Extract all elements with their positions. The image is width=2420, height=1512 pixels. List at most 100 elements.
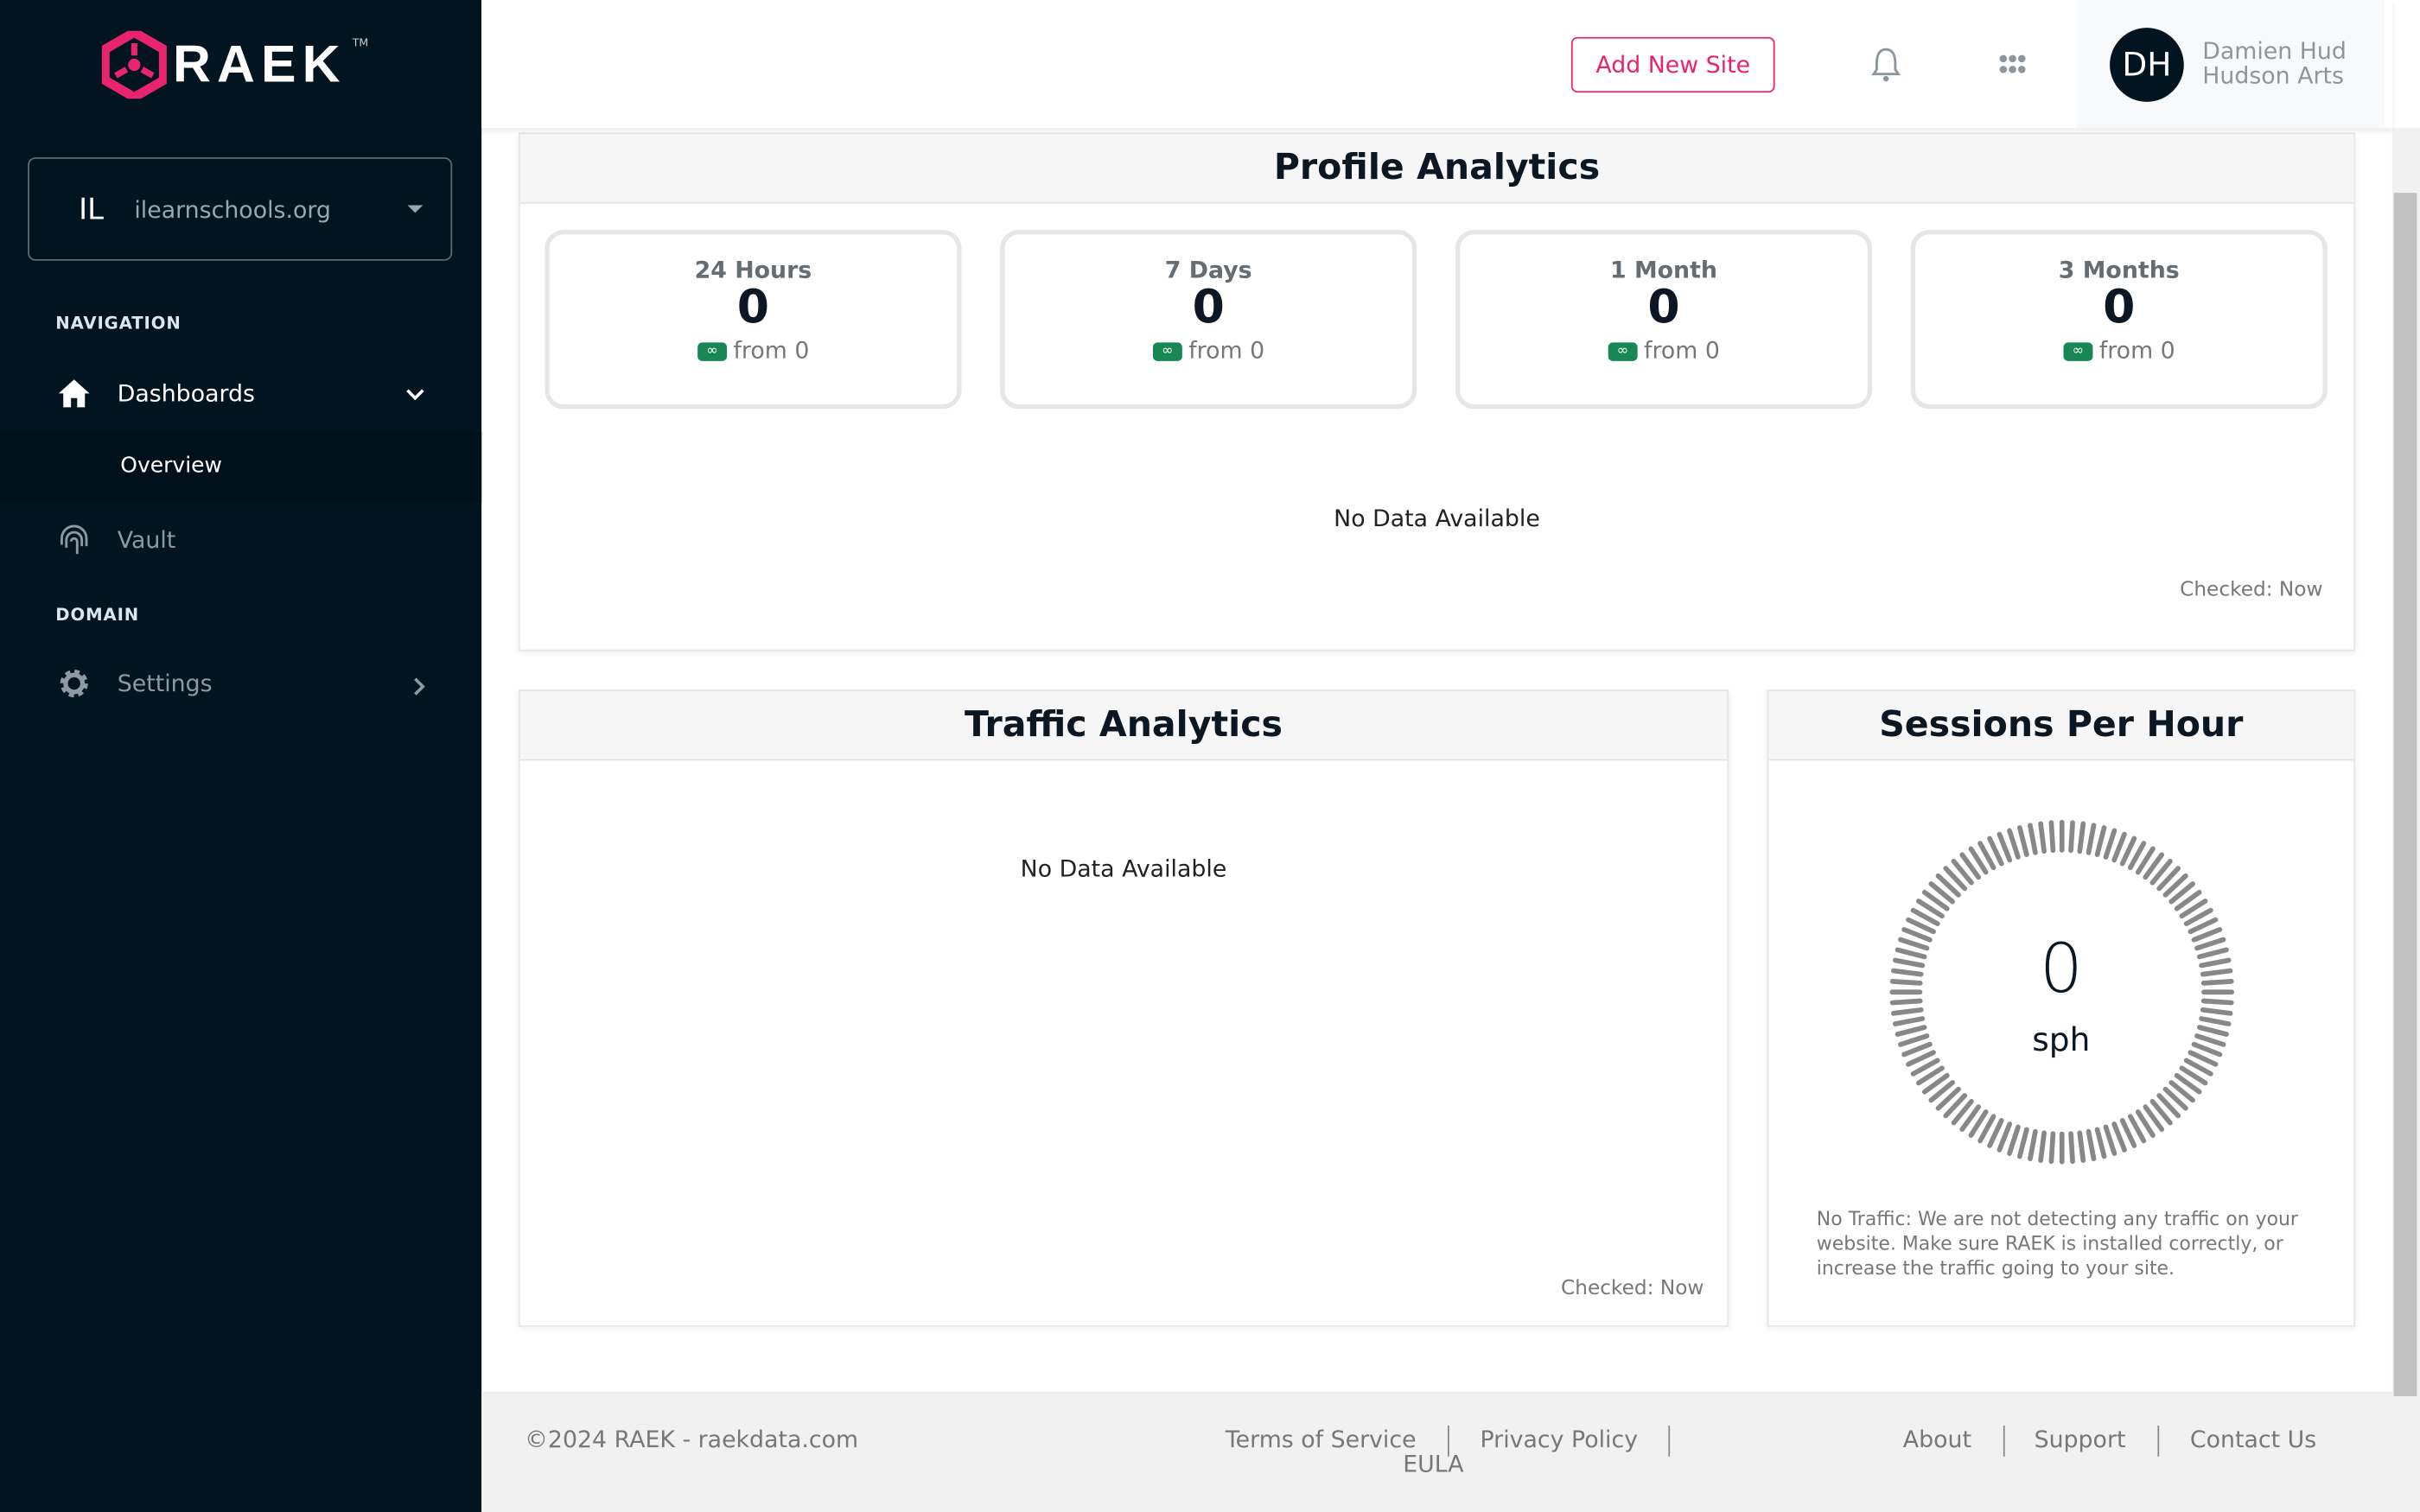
raek-logo-icon — [101, 30, 167, 99]
site-name: ilearnschools.org — [134, 194, 331, 224]
sidebar-item-vault[interactable]: Vault — [0, 503, 481, 577]
bell-icon[interactable] — [1870, 47, 1901, 84]
gauge-tick — [2191, 927, 2223, 943]
gauge-tick — [1901, 927, 1933, 943]
gauge-tick — [2143, 852, 2165, 880]
sessions-gauge — [1889, 819, 2234, 1165]
footer-link-privacy[interactable]: Privacy Policy — [1480, 1425, 1639, 1454]
gauge-tick — [2094, 1127, 2107, 1159]
gauge-tick — [1921, 889, 1950, 912]
gauge-tick — [2038, 821, 2047, 854]
gauge-tick — [2128, 1114, 2147, 1144]
logo[interactable]: RAEK TM — [101, 30, 369, 99]
gauge-tick — [2086, 823, 2097, 855]
stat-box-2: 1 Month 0 ∞ from 0 — [1455, 230, 1873, 410]
sidebar-item-overview[interactable]: Overview — [0, 431, 482, 504]
user-name: Damien Hud — [2202, 36, 2347, 65]
gauge-tick — [2111, 831, 2127, 863]
gauge-tick — [2200, 998, 2234, 1006]
site-abbreviation: IL — [79, 192, 105, 226]
sessions-per-hour-card: Sessions Per Hour 0 sph No Traffic: We a… — [1767, 689, 2355, 1327]
gauge-tick — [2068, 820, 2075, 854]
gauge-tick — [1921, 1072, 1950, 1095]
site-selector[interactable]: IL ilearnschools.org — [28, 157, 453, 261]
scrollbar-thumb[interactable] — [2393, 193, 2417, 1397]
gauge-tick — [2007, 828, 2021, 860]
card-title: Traffic Analytics — [519, 690, 1728, 761]
gauge-tick — [2194, 937, 2226, 951]
stat-box-3: 3 Months 0 ∞ from 0 — [1910, 230, 2328, 410]
navigation-section-label: NAVIGATION — [55, 313, 182, 334]
gauge-tick — [2200, 968, 2233, 977]
scrollbar[interactable] — [2391, 128, 2420, 1512]
gauge-tick — [1943, 866, 1968, 892]
footer-link-terms[interactable]: Terms of Service — [1225, 1425, 1417, 1454]
gauge-tick — [2068, 1131, 2075, 1165]
gauge-tick — [2196, 1025, 2229, 1037]
divider — [1447, 1425, 1449, 1457]
footer-link-about[interactable]: About — [1902, 1425, 1971, 1454]
gauge-tick — [2188, 917, 2219, 935]
stat-value: 0 — [736, 280, 770, 335]
gauge-tick — [1892, 1016, 1926, 1026]
footer-link-contact[interactable]: Contact Us — [2189, 1425, 2317, 1454]
sidebar-item-dashboards[interactable]: Dashboards — [0, 356, 481, 430]
gauge-tick — [2135, 846, 2156, 875]
sidebar-item-label: Overview — [120, 453, 223, 479]
sidebar-item-settings[interactable]: Settings — [0, 646, 481, 721]
gauge-tick — [1906, 1050, 1936, 1067]
brand-name: RAEK — [172, 35, 347, 94]
footer-link-support[interactable]: Support — [2034, 1425, 2126, 1454]
gauge-tick — [2017, 1127, 2029, 1159]
apps-grid-icon[interactable] — [1998, 54, 2026, 75]
add-new-site-button[interactable]: Add New Site — [1570, 36, 1775, 93]
gauge-tick — [2077, 1130, 2086, 1163]
user-profile-menu[interactable]: DH Damien Hud Hudson Arts — [2075, 0, 2385, 129]
stat-from: from 0 — [733, 336, 810, 365]
gauge-tick — [1928, 881, 1955, 905]
gauge-tick — [1901, 1041, 1933, 1058]
gauge-tick — [2200, 1007, 2233, 1016]
gauge-tick — [2199, 1016, 2232, 1026]
gauge-tick — [2128, 841, 2147, 871]
footer-link-eula[interactable]: EULA — [1403, 1450, 1464, 1478]
avatar: DH — [2110, 28, 2184, 102]
fingerprint-icon — [60, 524, 88, 555]
gauge-tick — [2094, 825, 2107, 857]
gauge-tick — [1916, 1065, 1945, 1086]
divider — [2003, 1425, 2005, 1457]
stat-label: 24 Hours — [694, 256, 812, 284]
gear-icon — [60, 669, 88, 698]
stat-label: 7 Days — [1164, 256, 1252, 284]
gauge-tick — [1951, 1098, 1974, 1126]
gauge-tick — [1987, 1118, 2004, 1148]
gauge-tick — [1906, 917, 1936, 935]
stat-box-1: 7 Days 0 ∞ from 0 — [1000, 230, 1417, 410]
gauge-tick — [2196, 947, 2229, 960]
gauge-tick — [2156, 866, 2181, 892]
gauge-tick — [2119, 835, 2137, 867]
gauge-tick — [1889, 979, 1923, 986]
domain-section-label: DOMAIN — [55, 604, 140, 626]
card-title: Sessions Per Hour — [1768, 690, 2354, 761]
gauge-tick — [2199, 957, 2232, 969]
gauge-tick — [2179, 899, 2208, 919]
gauge-tick — [2194, 1033, 2226, 1047]
trademark: TM — [352, 36, 369, 50]
gauge-tick — [1910, 1058, 1940, 1077]
gauge-tick — [1987, 835, 2004, 867]
gauge-tick — [1898, 1033, 1930, 1047]
gauge-tick — [1895, 1025, 1927, 1037]
no-data-message: No Data Available — [1020, 854, 1227, 883]
gauge-tick — [2188, 1050, 2219, 1067]
gauge-tick — [1977, 1114, 1996, 1144]
gauge-tick — [2135, 1109, 2156, 1138]
chevron-down-icon — [406, 389, 424, 401]
gauge-tick — [1892, 957, 1926, 969]
home-icon — [58, 379, 90, 408]
traffic-analytics-card: Traffic Analytics No Data Available Chec… — [518, 689, 1729, 1327]
gauge-tick — [2162, 1086, 2188, 1111]
gauge-tick — [1996, 831, 2013, 863]
sidebar-item-label: Dashboards — [117, 379, 256, 408]
